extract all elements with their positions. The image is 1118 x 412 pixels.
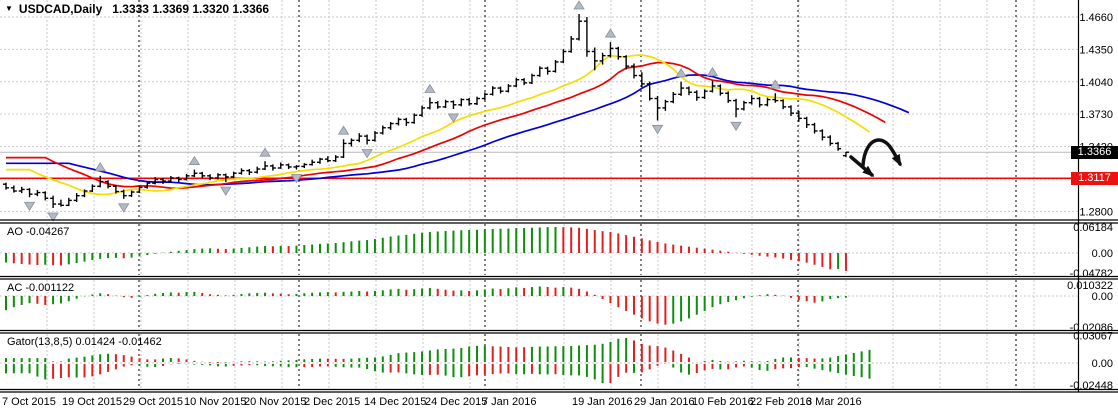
date-axis-label: 3 Mar 2016 [806, 396, 862, 408]
fractal-up-icon [573, 0, 585, 10]
ac-axis-label: 0.010322 [1067, 280, 1113, 292]
fractal-down-icon [23, 201, 36, 212]
ac-indicator-label: AC -0.001122 [7, 282, 75, 294]
fractal-up-icon [259, 147, 271, 157]
ao-histogram [5, 227, 847, 271]
date-axis-label: 14 Dec 2015 [364, 396, 426, 408]
date-axis-label: 19 Jan 2016 [572, 396, 633, 408]
fractal-down-icon [651, 125, 664, 135]
fractal-down-icon [118, 203, 130, 213]
symbol-timeframe-label: USDCAD,Daily [18, 2, 103, 16]
hline-price-badge: 1.3117 [1071, 172, 1118, 185]
date-axis-label: 24 Dec 2015 [425, 396, 487, 408]
ao-axis-label: 0.06184 [1073, 222, 1113, 234]
ao-indicator-label: AO -0.04267 [7, 226, 70, 238]
ao-axis-label: -0.04782 [1070, 268, 1113, 280]
fractal-down-icon [447, 113, 460, 123]
fractal-up-icon [94, 162, 106, 172]
annotation-arrows[interactable] [849, 138, 902, 177]
price-axis-label: 1.4040 [1079, 77, 1113, 89]
date-axis-label: 20 Nov 2015 [244, 396, 306, 408]
fractal-up-icon [769, 79, 782, 89]
fractal-up-icon [706, 66, 719, 77]
alligator-teeth-line [6, 61, 886, 190]
price-axis-label: 1.2800 [1079, 206, 1113, 218]
date-axis-label: 29 Oct 2015 [123, 396, 183, 408]
panel-borders [0, 0, 1118, 393]
date-axis-label: 2 Dec 2015 [304, 396, 360, 408]
fractal-down-icon [220, 186, 232, 196]
ac-axis-label: 0.00 [1092, 291, 1113, 303]
date-axis-label: 19 Oct 2015 [62, 396, 122, 408]
straight-down-arrow[interactable] [849, 155, 875, 177]
month-separators [138, 0, 1017, 388]
price-bars [3, 13, 849, 209]
chart-title: ▼ USDCAD,Daily 1.3333 1.3369 1.3320 1.33… [5, 2, 269, 16]
fractal-arrows [23, 0, 782, 222]
price-axis-label: 1.4660 [1079, 12, 1113, 24]
price-axis-label: 1.3730 [1079, 109, 1113, 121]
fractal-up-icon [188, 155, 201, 165]
gator-histogram [5, 337, 871, 384]
date-axis-label: 22 Feb 2016 [750, 396, 812, 408]
alligator-lips-line [6, 54, 870, 196]
curved-down-arrow[interactable] [861, 138, 902, 167]
symbol-dropdown-icon[interactable]: ▼ [5, 4, 13, 13]
fractal-up-icon [675, 68, 687, 78]
fractal-up-icon [337, 125, 350, 135]
gator-axis-label: 0.03067 [1073, 331, 1113, 343]
gator-axis-label: -0.02448 [1070, 380, 1113, 392]
gator-axis-label: 0.00 [1092, 358, 1113, 370]
grid-lines [0, 0, 1078, 388]
alligator-jaw-line [6, 74, 910, 186]
gator-indicator-label: Gator(13,8,5) 0.01424 -0.01462 [7, 336, 162, 348]
price-axis-label: 1.4350 [1079, 44, 1113, 56]
current-price-badge: 1.3366 [1071, 146, 1118, 159]
ac-histogram [5, 286, 847, 325]
date-axis-label: 7 Oct 2015 [2, 396, 56, 408]
fractal-down-icon [361, 149, 373, 159]
fractal-up-icon [604, 28, 617, 38]
fractal-down-icon [290, 174, 303, 184]
date-axis-label: 10 Feb 2016 [692, 396, 754, 408]
date-axis-label: 7 Jan 2016 [482, 396, 536, 408]
fractal-up-icon [424, 83, 436, 93]
ohlc-values-label: 1.3333 1.3369 1.3320 1.3366 [112, 2, 270, 16]
date-axis-label: 10 Nov 2015 [184, 396, 246, 408]
date-axis-label: 29 Jan 2016 [634, 396, 695, 408]
ao-axis-label: 0.00 [1092, 248, 1113, 260]
fractal-down-icon [47, 212, 59, 222]
fractal-down-icon [730, 121, 742, 132]
ac-axis-label: -0.02086 [1070, 322, 1113, 334]
